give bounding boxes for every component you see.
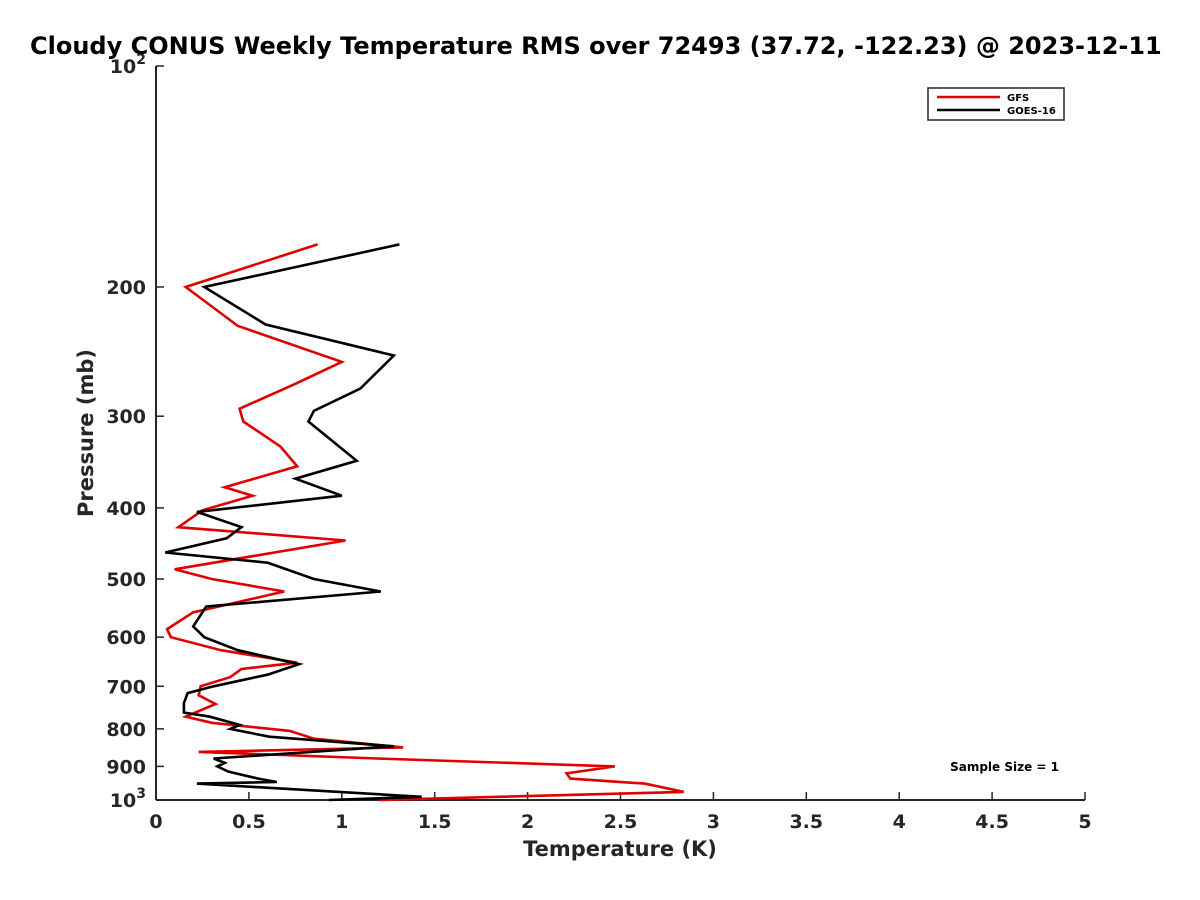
y-tick-label: 900	[106, 756, 146, 778]
x-tick-label: 0	[149, 811, 162, 833]
y-tick-label: 200	[106, 277, 146, 299]
series-lines	[165, 243, 684, 802]
x-tick-label: 0.5	[232, 811, 266, 833]
legend: GFS GOES-16	[927, 87, 1065, 121]
x-tick-label: 2.5	[604, 811, 638, 833]
legend-label-goes16: GOES-16	[1007, 106, 1056, 117]
y-tick-label: 800	[106, 719, 146, 741]
y-axis-label: Pressure (mb)	[74, 349, 98, 517]
x-tick-label: 5	[1078, 811, 1091, 833]
x-ticks: 0 0.5 1 1.5 2 2.5 3 3.5 4 4.5 5	[149, 792, 1092, 833]
series-line-goes-16	[165, 243, 422, 802]
x-tick-label: 2	[521, 811, 534, 833]
y-tick-label: 300	[106, 406, 146, 428]
chart-title: Cloudy CONUS Weekly Temperature RMS over…	[30, 32, 1162, 60]
legend-box	[927, 87, 1065, 121]
x-tick-label: 3	[707, 811, 720, 833]
y-tick-label-power: 102	[110, 52, 146, 78]
series-line-gfs	[165, 243, 684, 802]
y-tick-label: 700	[106, 676, 146, 698]
y-tick-label-power: 103	[110, 786, 146, 812]
x-tick-label: 4	[893, 811, 906, 833]
x-tick-label: 1	[335, 811, 348, 833]
y-tick-label: 400	[106, 498, 146, 520]
x-tick-label: 4.5	[975, 811, 1009, 833]
y-ticks: 200 300 400 500 600 700 800 900 102 103	[106, 52, 164, 812]
plot-area: 0 0.5 1 1.5 2 2.5 3 3.5 4 4.5 5 200 300 400 500 600 700…	[106, 52, 1091, 833]
x-axis-label: Temperature (K)	[523, 837, 717, 861]
y-tick-label: 500	[106, 569, 146, 591]
x-tick-label: 3.5	[789, 811, 823, 833]
x-tick-label: 1.5	[418, 811, 452, 833]
legend-label-gfs: GFS	[1007, 93, 1029, 104]
y-tick-label: 600	[106, 627, 146, 649]
sample-size-annotation: Sample Size = 1	[950, 760, 1059, 774]
